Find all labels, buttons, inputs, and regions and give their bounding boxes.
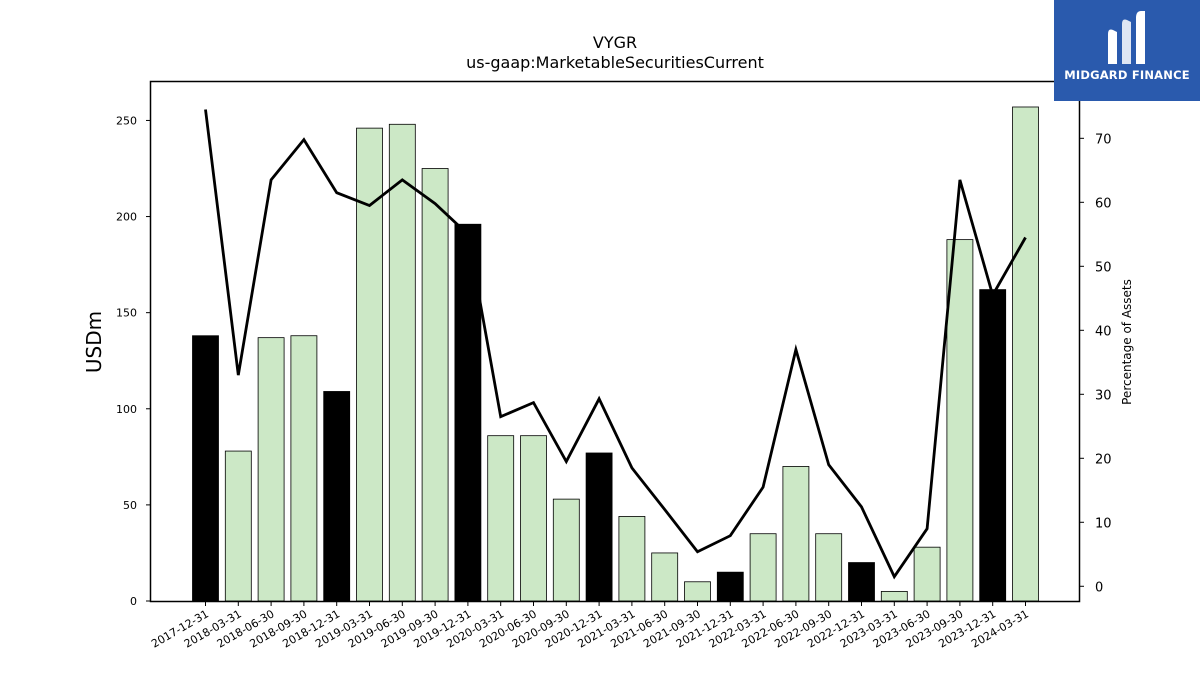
brand-logo: MIDGARD FINANCE [1054,0,1200,101]
bar [913,546,941,602]
bar [979,289,1007,602]
bar [684,581,711,602]
bar [520,435,547,602]
y2-tick-label: 0 [1095,580,1103,595]
y2-tick-label: 10 [1095,516,1112,531]
y2-tick-label: 70 [1095,132,1112,147]
chart-subtitle: us-gaap:MarketableSecuritiesCurrent [466,53,764,72]
bar [257,337,285,602]
bar [1012,106,1039,602]
plot-frame [149,80,1081,603]
right-axis: 0 10 20 30 40 50 60 70 [1079,132,1112,595]
y-tick-label: 0 [130,595,137,608]
chart-title: VYGR [593,33,637,52]
bar [815,533,843,602]
logo-text: MIDGARD FINANCE [1064,68,1190,82]
bar [618,516,646,602]
bar [716,571,744,602]
y-tick-label: 200 [116,211,137,224]
bar-series [192,106,1039,602]
bar [749,533,777,602]
left-axis: 0 50 100 150 200 250 [116,114,151,608]
bar [848,562,875,602]
y-tick-label: 250 [116,114,137,127]
y2-tick-label: 20 [1095,452,1112,467]
line-series [204,109,1027,580]
bar [290,335,318,602]
bar [192,335,219,602]
bar [880,590,908,602]
y2-axis-label: Percentage of Assets [1120,279,1134,405]
logo-mark-icon [1108,11,1145,64]
y-tick-label: 150 [116,307,137,320]
bar [946,239,974,602]
bar [224,450,252,602]
bar [651,552,679,602]
bar [782,466,810,602]
bar [421,168,449,602]
bar [585,452,613,602]
y2-tick-label: 40 [1095,324,1112,339]
bar [323,391,351,602]
bar [388,123,416,602]
percentage-line [204,109,1027,580]
y-tick-label: 100 [116,403,137,416]
y-tick-label: 50 [123,499,137,512]
y2-tick-label: 50 [1095,260,1112,275]
bar [552,498,580,602]
bar [487,435,515,602]
y2-tick-label: 60 [1095,196,1112,211]
y2-tick-label: 30 [1095,388,1112,403]
y-axis-label: USDm [82,311,106,373]
x-axis: 2017-12-312018-03-312018-06-302018-09-30… [149,601,1031,651]
